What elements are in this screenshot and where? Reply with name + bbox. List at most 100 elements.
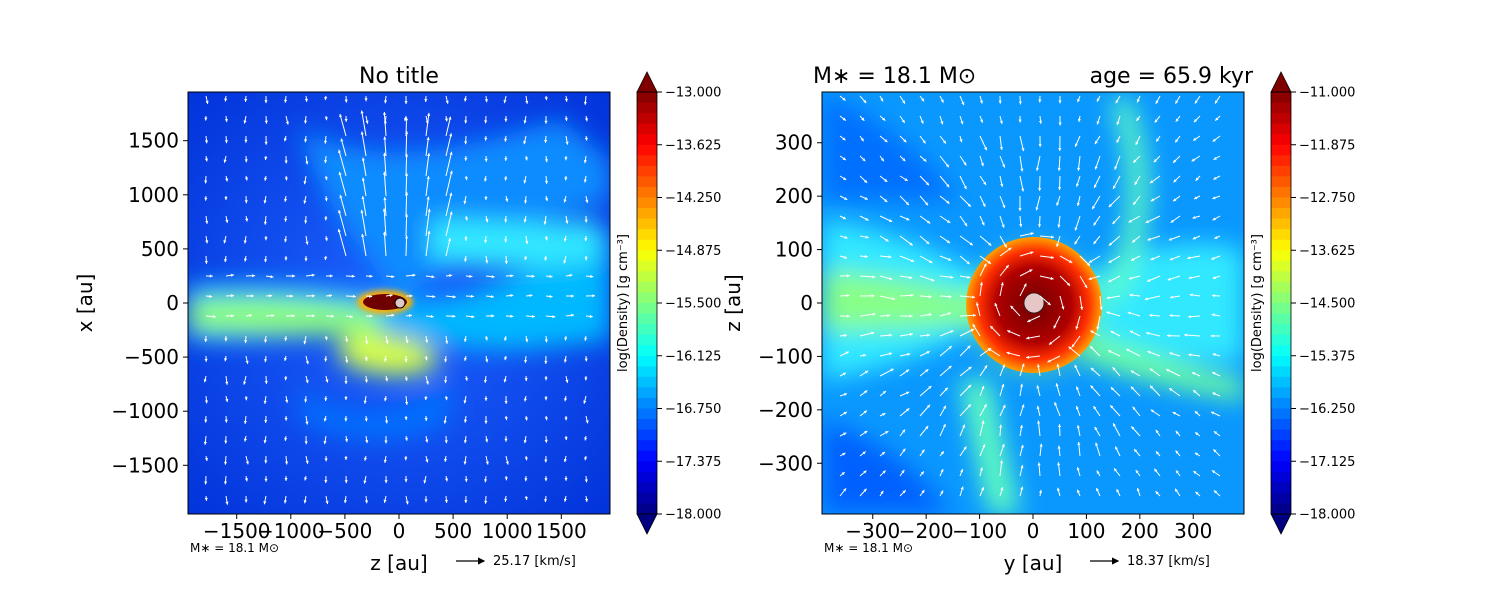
velocity-arrow-head xyxy=(929,260,933,263)
velocity-arrow-head xyxy=(923,158,927,162)
velocity-arrow-head xyxy=(405,131,409,135)
velocity-arrow-head xyxy=(926,404,930,408)
velocity-arrow-head xyxy=(1076,425,1080,429)
velocity-arrow-head xyxy=(1214,235,1218,239)
velocity-arrow-head xyxy=(264,419,268,423)
velocity-arrow-head xyxy=(948,365,952,369)
velocity-arrow-head xyxy=(204,260,208,264)
velocity-arrow-head xyxy=(1030,232,1034,236)
velocity-arrow-head xyxy=(961,101,965,106)
velocity-arrow-head xyxy=(1020,486,1024,490)
velocity-arrow-head xyxy=(909,242,913,246)
velocity-arrow xyxy=(425,137,429,157)
velocity-arrow xyxy=(425,153,430,177)
colorbar-band xyxy=(637,144,657,156)
velocity-arrow-head xyxy=(1170,295,1174,299)
y-tick-label: 1000 xyxy=(128,183,179,207)
velocity-arrow-head xyxy=(544,377,548,381)
velocity-arrow-head xyxy=(1175,100,1179,104)
velocity-arrow-head xyxy=(1036,364,1041,368)
velocity-arrow-head xyxy=(470,294,474,298)
colorbar-band xyxy=(1271,229,1291,241)
velocity-arrow-head xyxy=(1094,140,1098,145)
velocity-arrow-head xyxy=(571,294,575,298)
colorbar-band xyxy=(637,229,657,241)
velocity-arrow-head xyxy=(1213,449,1217,453)
velocity-arrow-head xyxy=(225,381,229,385)
velocity-arrow-head xyxy=(1147,350,1151,354)
velocity-arrow-head xyxy=(449,170,453,174)
velocity-arrow-head xyxy=(1057,187,1062,191)
velocity-arrow-head xyxy=(243,381,247,385)
colorbar-tick-label: −14.250 xyxy=(665,191,721,206)
velocity-arrow-head xyxy=(971,295,975,299)
velocity-arrow-head xyxy=(844,196,848,200)
velocity-arrow-head xyxy=(563,260,567,264)
velocity-arrow-head xyxy=(463,258,468,262)
velocity-arrow-head xyxy=(902,158,906,162)
velocity-arrow-head xyxy=(910,259,915,263)
colorbar-band xyxy=(637,218,657,230)
velocity-arrow-head xyxy=(564,437,568,441)
velocity-arrow-head xyxy=(337,229,341,233)
velocity-arrow-head xyxy=(505,461,509,465)
velocity-arrow-head xyxy=(1050,235,1054,239)
panel-1-xlabel: z [au] xyxy=(370,551,427,575)
velocity-arrow-head xyxy=(1154,119,1158,123)
velocity-arrow-head xyxy=(224,419,228,423)
velocity-arrow-head xyxy=(1020,444,1024,449)
x-tick-label: 1000 xyxy=(482,519,533,543)
velocity-arrow-head xyxy=(982,203,986,207)
colorbar-band xyxy=(1271,429,1291,441)
velocity-arrow-head xyxy=(1093,240,1097,245)
velocity-arrow-head xyxy=(263,221,267,225)
velocity-arrow-head xyxy=(1018,101,1022,105)
velocity-arrow-head xyxy=(426,137,430,141)
velocity-arrow-head xyxy=(1128,219,1132,223)
velocity-arrow-head xyxy=(225,178,229,182)
velocity-arrow-head xyxy=(325,500,329,505)
velocity-arrow-head xyxy=(209,294,213,298)
colorbar-2-ticks: −11.000 −11.875 −12.750 −13.625 −14.500 −15.3… xyxy=(1291,86,1355,523)
velocity-arrow-head xyxy=(1155,100,1159,104)
velocity-arrow-head xyxy=(204,117,208,121)
velocity-arrow-head xyxy=(1075,405,1079,410)
velocity-arrow-head xyxy=(1110,330,1114,334)
colorbar-band xyxy=(1271,366,1291,378)
velocity-arrow-head xyxy=(409,294,413,298)
velocity-arrow-head xyxy=(1212,217,1216,221)
velocity-arrow-head xyxy=(1173,159,1177,163)
colorbar-tick-label: −14.500 xyxy=(1299,297,1355,312)
velocity-arrow-head xyxy=(926,351,930,355)
velocity-arrow-head xyxy=(424,357,428,361)
velocity-arrow-head xyxy=(224,440,228,444)
velocity-arrow-head xyxy=(584,358,588,362)
velocity-arrow-head xyxy=(223,481,228,485)
velocity-arrow-head xyxy=(363,400,367,404)
velocity-arrow-head xyxy=(902,490,906,494)
x-tick-label: −1500 xyxy=(203,519,271,543)
velocity-arrow xyxy=(361,110,367,137)
velocity-arrow-head xyxy=(1061,306,1065,310)
velocity-arrow-head xyxy=(842,452,846,456)
velocity-arrow-head xyxy=(329,274,333,278)
colorbar-band xyxy=(1271,450,1291,462)
velocity-arrow-head xyxy=(982,444,986,448)
velocity-arrow-head xyxy=(999,460,1004,464)
velocity-arrow xyxy=(405,192,408,217)
velocity-arrow-head xyxy=(940,121,944,125)
velocity-arrow-head xyxy=(1195,491,1199,495)
velocity-arrow-head xyxy=(549,294,553,298)
colorbar-band xyxy=(1271,482,1291,494)
velocity-arrow-head xyxy=(389,293,393,298)
velocity-arrow-head xyxy=(1026,336,1030,340)
velocity-arrow-head xyxy=(408,314,412,318)
colorbar-band xyxy=(1271,144,1291,156)
velocity-arrow-head xyxy=(942,140,946,144)
velocity-arrow-head xyxy=(305,360,309,365)
velocity-arrow-head xyxy=(1090,330,1094,334)
velocity-arrow-head xyxy=(583,400,587,404)
velocity-arrow-head xyxy=(485,359,489,363)
velocity-arrow-head xyxy=(304,399,308,403)
velocity-arrow-head xyxy=(1131,257,1135,261)
